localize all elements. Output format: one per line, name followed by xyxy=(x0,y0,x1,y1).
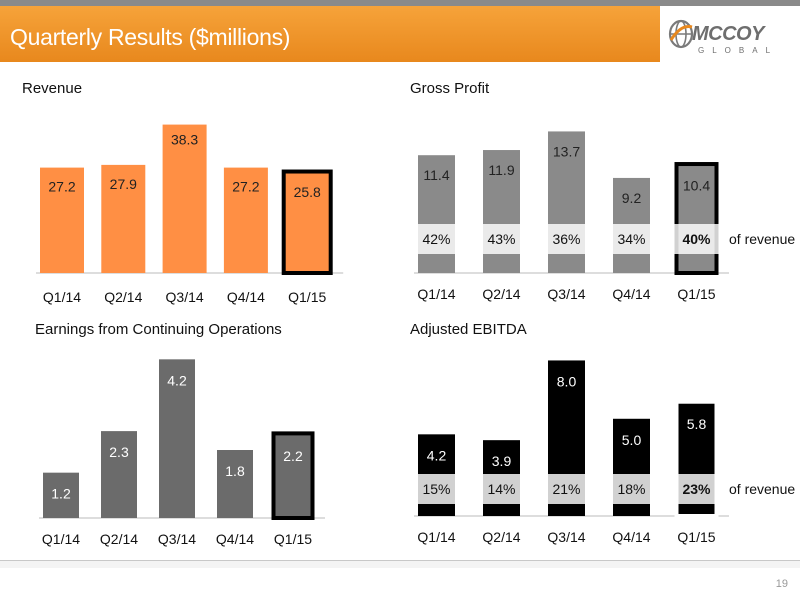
logo-wordmark: MCCOY xyxy=(692,23,764,45)
ebitda-data-label: 5.8 xyxy=(687,416,707,432)
earnings-category-label: Q2/14 xyxy=(100,531,138,547)
ebitda-data-label: 3.9 xyxy=(492,453,512,469)
globe-logo-icon xyxy=(668,19,694,49)
ebitda-data-label: 5.0 xyxy=(622,432,642,448)
gross-profit-category-label: Q3/14 xyxy=(547,286,585,302)
gross-profit-margin-label: 40% xyxy=(682,231,711,247)
ebitda-category-label: Q1/15 xyxy=(677,529,715,545)
gross-profit-category-label: Q1/14 xyxy=(417,286,455,302)
revenue-chart-title: Revenue xyxy=(22,80,82,97)
gross-profit-data-label: 11.4 xyxy=(423,167,449,183)
ebitda-data-label: 4.2 xyxy=(427,447,447,463)
revenue-category-label: Q1/15 xyxy=(288,289,326,305)
gross-profit-margin-band xyxy=(410,224,723,254)
earnings-bar xyxy=(159,359,195,518)
ebitda-data-label: 8.0 xyxy=(557,373,577,389)
revenue-data-label: 27.2 xyxy=(232,179,259,195)
earnings-bar xyxy=(275,434,311,518)
revenue-data-label: 27.2 xyxy=(48,179,75,195)
gross-profit-margin-label: 34% xyxy=(617,231,645,247)
gross-profit-margin-suffix: of revenue xyxy=(729,231,795,247)
earnings-data-label: 1.2 xyxy=(51,486,71,502)
earnings-bar xyxy=(43,472,79,518)
ebitda-highlight-frame xyxy=(674,399,719,519)
page-title: Quarterly Results ($millions) xyxy=(10,24,291,50)
gross-profit-category-label: Q2/14 xyxy=(482,286,520,302)
ebitda-margin-suffix: of revenue xyxy=(729,481,795,497)
ebitda-margin-label: 15% xyxy=(422,481,450,497)
top-accent-line xyxy=(0,0,800,6)
gross-profit-margin-label: 42% xyxy=(422,231,450,247)
gross-profit-highlight-frame xyxy=(674,162,719,276)
earnings-highlight-frame xyxy=(271,431,315,520)
revenue-category-label: Q3/14 xyxy=(166,289,204,305)
ebitda-margin-band xyxy=(410,474,723,504)
ebitda-category-label: Q4/14 xyxy=(612,529,650,545)
ebitda-category-label: Q3/14 xyxy=(547,529,585,545)
ebitda-margin-label: 14% xyxy=(487,481,515,497)
gross-profit-category-label: Q1/15 xyxy=(677,286,715,302)
gross-profit-data-label: 11.9 xyxy=(488,162,514,178)
revenue-data-label: 38.3 xyxy=(171,132,198,148)
revenue-highlight-frame xyxy=(281,169,333,275)
revenue-bar xyxy=(285,173,330,273)
ebitda-category-label: Q2/14 xyxy=(482,529,520,545)
ebitda-chart-title: Adjusted EBITDA xyxy=(410,321,527,338)
revenue-category-label: Q4/14 xyxy=(227,289,265,305)
earnings-category-label: Q1/14 xyxy=(42,531,80,547)
footer-band xyxy=(0,561,800,568)
gross-profit-data-label: 13.7 xyxy=(553,143,580,159)
earnings-category-label: Q1/15 xyxy=(274,531,312,547)
gross-profit-data-label: 9.2 xyxy=(622,190,642,206)
gross-profit-data-label: 10.4 xyxy=(683,178,710,194)
gross-profit-margin-label: 43% xyxy=(487,231,515,247)
title-bar: Quarterly Results ($millions) xyxy=(0,6,660,62)
gross-profit-chart-title: Gross Profit xyxy=(410,80,490,97)
gross-profit-bar xyxy=(678,165,715,273)
ebitda-category-label: Q1/14 xyxy=(417,529,455,545)
earnings-data-label: 2.2 xyxy=(283,448,303,464)
earnings-bar xyxy=(101,431,137,518)
footer-divider xyxy=(0,560,800,561)
earnings-data-label: 2.3 xyxy=(109,444,129,460)
page-number: 19 xyxy=(775,578,788,590)
revenue-bar xyxy=(223,167,268,273)
revenue-bar xyxy=(162,124,207,274)
revenue-category-label: Q1/14 xyxy=(43,289,81,305)
revenue-data-label: 25.8 xyxy=(294,184,321,200)
earnings-category-label: Q3/14 xyxy=(158,531,196,547)
company-logo: MCCOY GLOBAL xyxy=(660,6,800,62)
revenue-bar xyxy=(40,167,84,273)
ebitda-margin-label: 18% xyxy=(617,481,645,497)
earnings-data-label: 1.8 xyxy=(225,463,245,479)
earnings-bar xyxy=(217,450,253,518)
ebitda-margin-label: 23% xyxy=(682,481,711,497)
earnings-category-label: Q4/14 xyxy=(216,531,254,547)
ebitda-margin-label: 21% xyxy=(552,481,580,497)
gross-profit-category-label: Q4/14 xyxy=(612,286,650,302)
gross-profit-margin-label: 36% xyxy=(552,231,580,247)
earnings-chart-title: Earnings from Continuing Operations xyxy=(35,321,282,338)
logo-subtitle: GLOBAL xyxy=(698,46,779,55)
earnings-data-label: 4.2 xyxy=(167,372,187,388)
revenue-bar xyxy=(101,164,146,273)
revenue-data-label: 27.9 xyxy=(110,176,137,192)
revenue-category-label: Q2/14 xyxy=(104,289,142,305)
